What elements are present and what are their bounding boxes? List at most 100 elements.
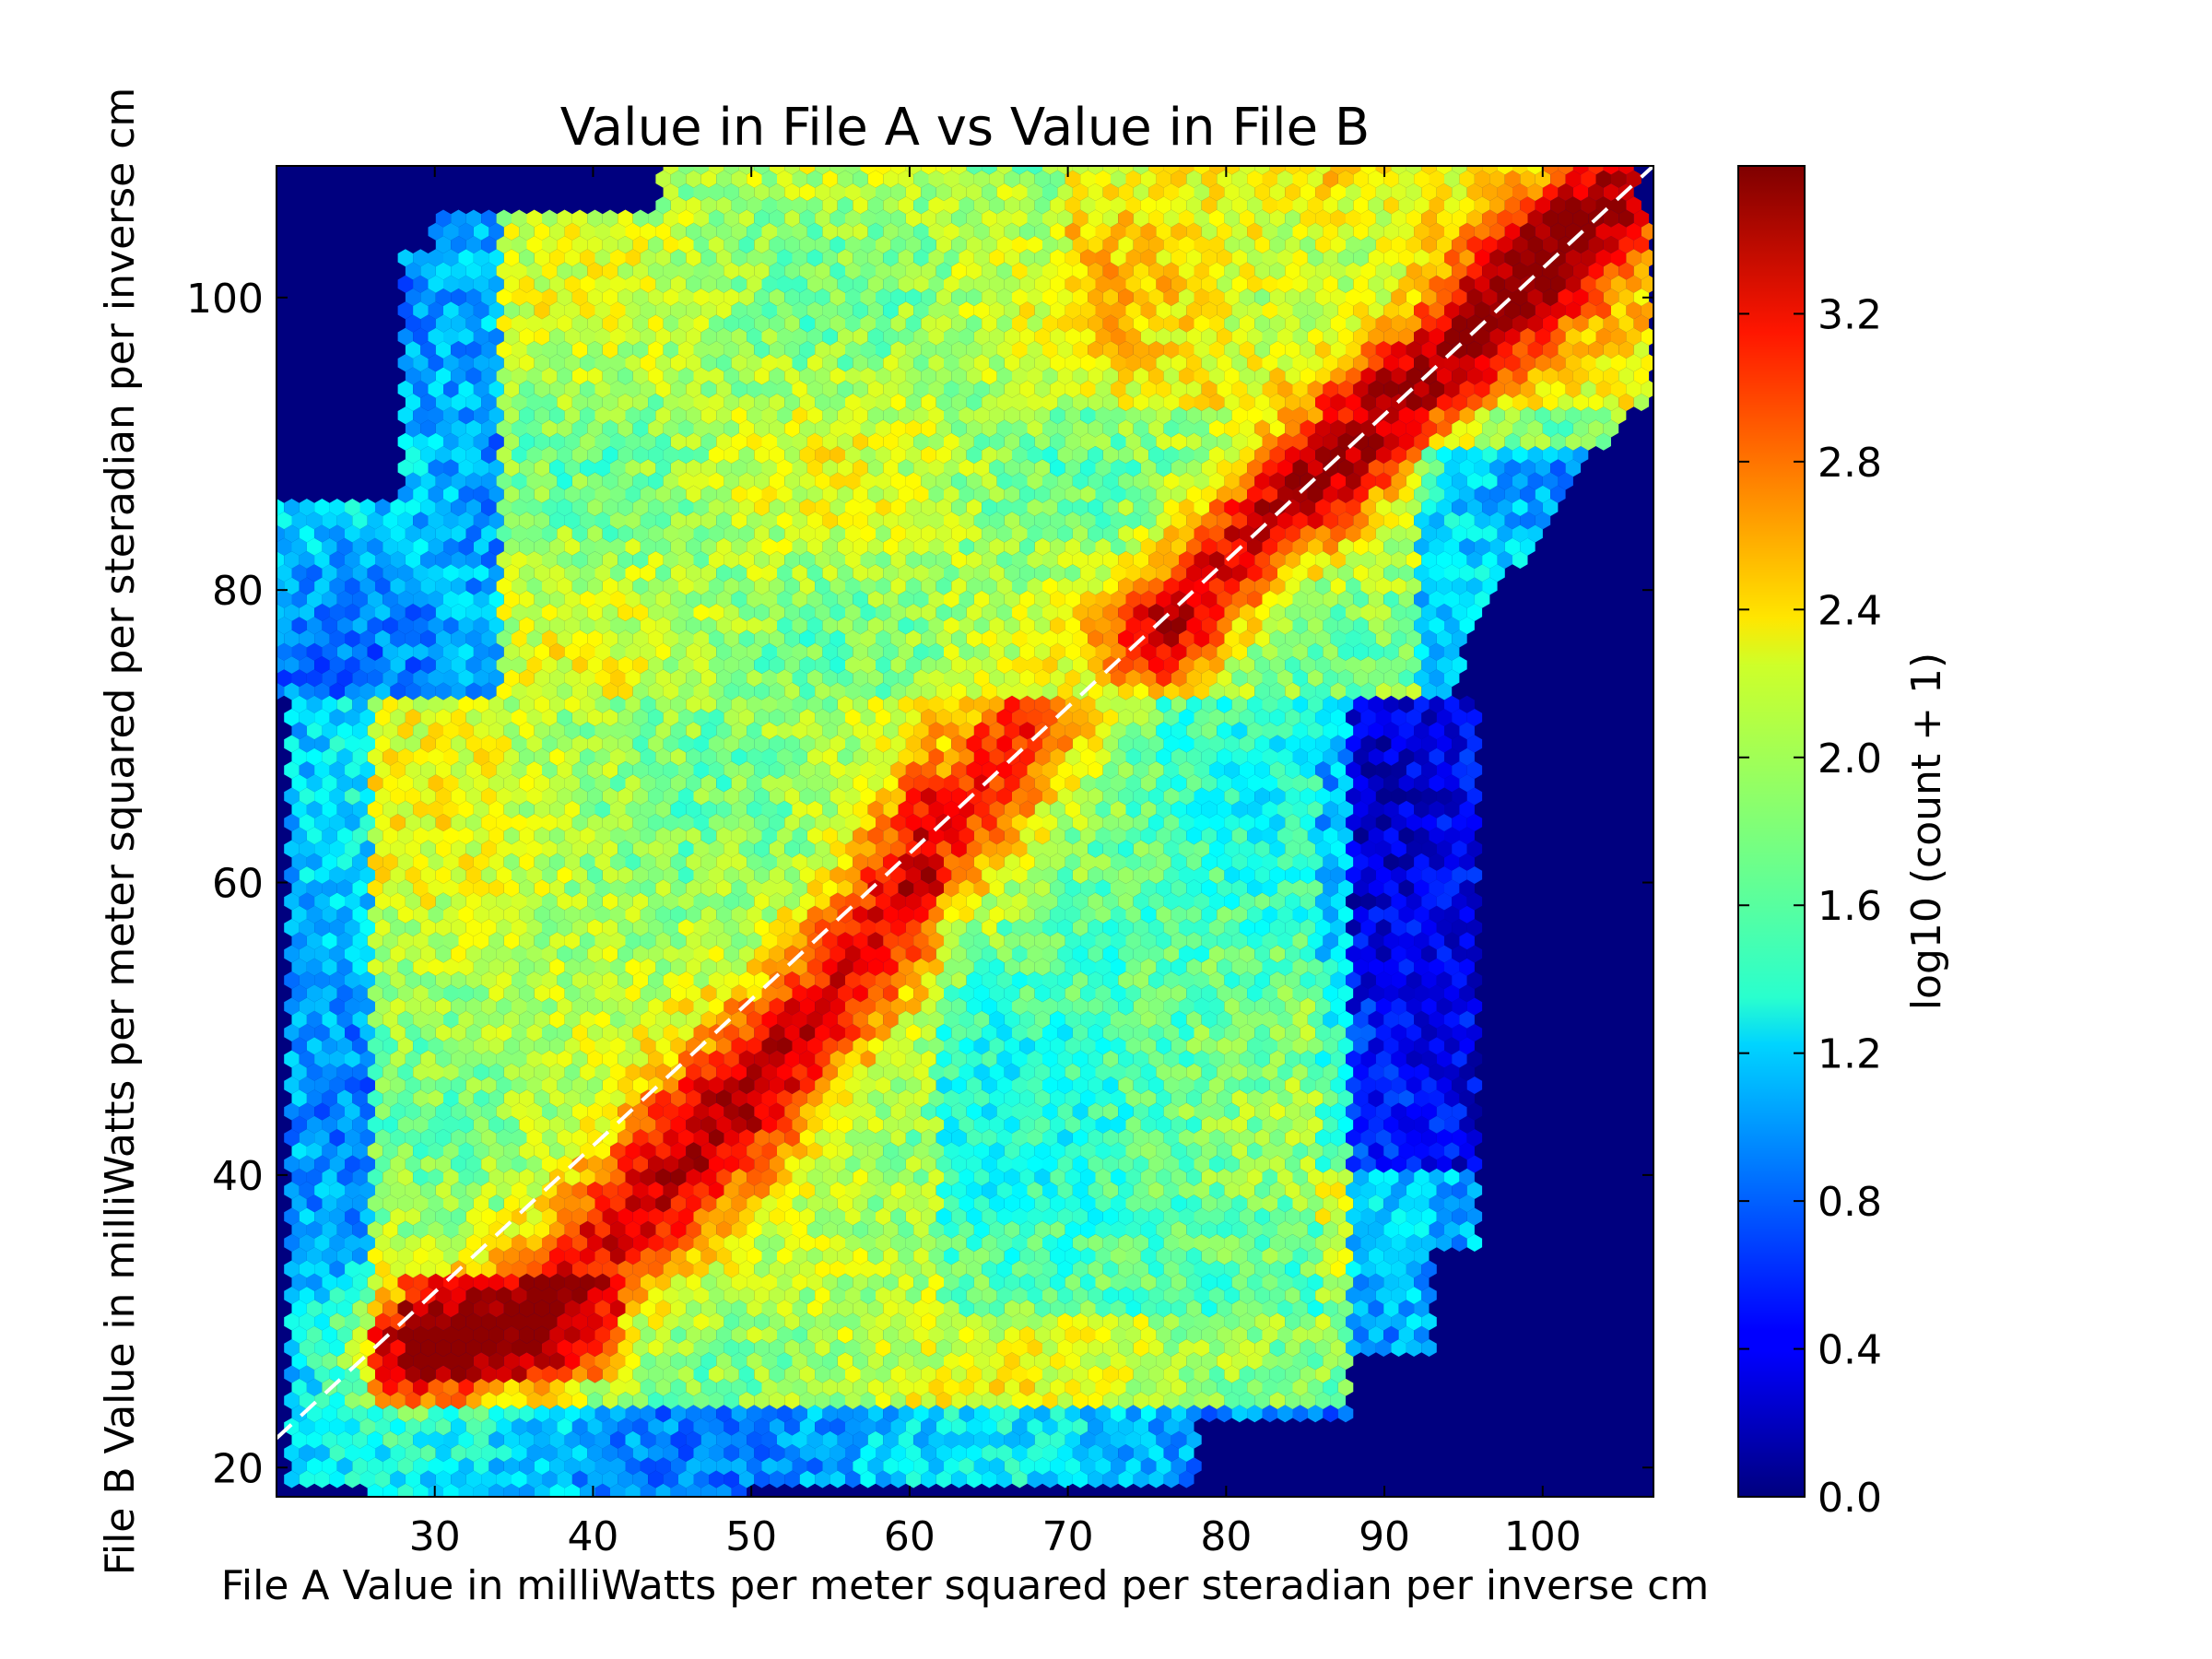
hexbin-cell: [761, 1300, 777, 1318]
hexbin-cell: [806, 1352, 823, 1371]
hexbin-cell: [738, 1260, 755, 1278]
hexbin-cell: [1095, 1273, 1111, 1291]
hexbin-cell: [458, 1300, 474, 1318]
hexbin-cell: [632, 1260, 649, 1278]
hexbin-cell: [329, 1392, 345, 1409]
hexbin-cell: [709, 1312, 724, 1331]
hexbin-cell: [935, 1392, 952, 1409]
hexbin-cell: [1375, 1287, 1392, 1304]
hexbin-cell: [1095, 1352, 1111, 1371]
hexbin-cell: [1421, 1312, 1437, 1331]
hexbin-cell: [928, 1247, 944, 1265]
hexbin-cell: [860, 1207, 876, 1226]
hexbin-cell: [822, 1247, 838, 1265]
hexbin-cell: [663, 1234, 678, 1252]
hexbin-cell: [1209, 1287, 1225, 1304]
hexbin-cell: [982, 1312, 997, 1331]
hexbin-cell: [336, 1378, 353, 1396]
hexbin-cell: [1217, 1273, 1232, 1291]
hexbin-cell: [1179, 1418, 1194, 1436]
hexbin-cell: [587, 1234, 603, 1252]
hexbin-cell: [905, 1392, 922, 1409]
hexbin-cell: [1156, 1325, 1171, 1344]
hexbin-cell: [989, 1352, 1005, 1371]
hexbin-cell: [435, 1392, 452, 1409]
hexbin-cell: [928, 1457, 944, 1476]
hexbin-cell: [921, 1392, 936, 1409]
hexbin-cell: [1337, 1325, 1354, 1344]
hexbin-cell: [375, 1260, 391, 1278]
hexbin-cell: [1300, 1392, 1316, 1409]
hexbin-cell: [352, 1247, 368, 1265]
hexbin-cell: [1300, 1339, 1316, 1357]
hexbin-cell: [655, 1300, 671, 1318]
hexbin-cell: [883, 1273, 899, 1291]
hexbin-cell: [982, 1207, 997, 1226]
hexbin-cell: [1277, 1405, 1293, 1423]
hexbin-cell: [1330, 1260, 1346, 1278]
hexbin-cell: [648, 1287, 664, 1304]
hexbin-cell: [534, 1457, 550, 1476]
hexbin-cell: [1095, 1325, 1111, 1344]
hexbin-cell: [549, 1405, 565, 1423]
hexbin-cell: [1217, 1300, 1232, 1318]
hexbin-cell: [618, 1312, 633, 1331]
hexbin-cell: [519, 1220, 535, 1239]
hexbin-cell: [549, 1325, 565, 1344]
hexbin-cell: [1065, 1273, 1081, 1291]
hexbin-cell: [1125, 1220, 1141, 1239]
hexbin-cell: [982, 1339, 997, 1357]
hexbin-cell: [314, 1207, 330, 1226]
hexbin-cell: [822, 1430, 838, 1449]
hexbin-cell: [769, 1418, 785, 1436]
hexbin-cell: [1027, 1234, 1042, 1252]
hexbin-cell: [784, 1365, 800, 1383]
hexbin-cell: [1292, 1273, 1308, 1291]
hexbin-cell: [754, 1365, 770, 1383]
hexbin-cell: [1088, 1207, 1103, 1226]
hexbin-cell: [481, 1260, 497, 1278]
hexbin-cell: [845, 1444, 861, 1462]
hexbin-cell: [777, 1405, 793, 1423]
hexbin-cell: [580, 1483, 595, 1497]
hexbin-cell: [1224, 1365, 1240, 1383]
hexbin-cell: [512, 1234, 527, 1252]
hexbin-cell: [761, 1457, 777, 1476]
hexbin-cell: [1148, 1365, 1164, 1383]
hexbin-cell: [594, 1457, 610, 1476]
hexbin-cell: [1247, 1247, 1263, 1265]
hexbin-cell: [883, 1220, 899, 1239]
hexbin-cell: [526, 1339, 542, 1357]
hexbin-cell: [1285, 1207, 1300, 1226]
hexbin-cell: [1050, 1220, 1065, 1239]
hexbin-cell: [367, 1325, 383, 1344]
hexbin-cell: [534, 1378, 550, 1396]
hexbin-cell: [1186, 1220, 1202, 1239]
hexbin-cell: [867, 1378, 884, 1396]
hexbin-cell: [883, 1247, 899, 1265]
hexbin-cell: [1179, 1207, 1194, 1226]
hexbin-cell: [481, 1339, 497, 1357]
hexbin-cell: [481, 1497, 497, 1514]
hexbin-cell: [1307, 1405, 1324, 1423]
hexbin-cell: [1300, 1312, 1316, 1331]
hexbin-cell: [921, 1418, 936, 1436]
hexbin-cell: [1421, 1287, 1437, 1304]
hexbin-cell: [1300, 1234, 1316, 1252]
hexbin-cell: [284, 1444, 300, 1462]
hexbin-cell: [655, 1325, 671, 1344]
hexbin-cell: [693, 1444, 709, 1462]
hexbin-cell: [526, 1287, 542, 1304]
hexbin-cell: [512, 1339, 527, 1357]
hexbin-cell: [1224, 1260, 1240, 1278]
hexbin-cell: [898, 1300, 914, 1318]
hexbin-cell: [738, 1339, 755, 1357]
hexbin-cell: [390, 1339, 406, 1357]
hexbin-cell: [625, 1352, 641, 1371]
hexbin-cell: [951, 1287, 967, 1304]
hexbin-cell: [466, 1497, 481, 1514]
hexbin-cell: [845, 1339, 861, 1357]
hexbin-cell: [1300, 1365, 1316, 1383]
hexbin-cell: [1247, 1220, 1263, 1239]
hexbin-cell: [306, 1325, 323, 1344]
